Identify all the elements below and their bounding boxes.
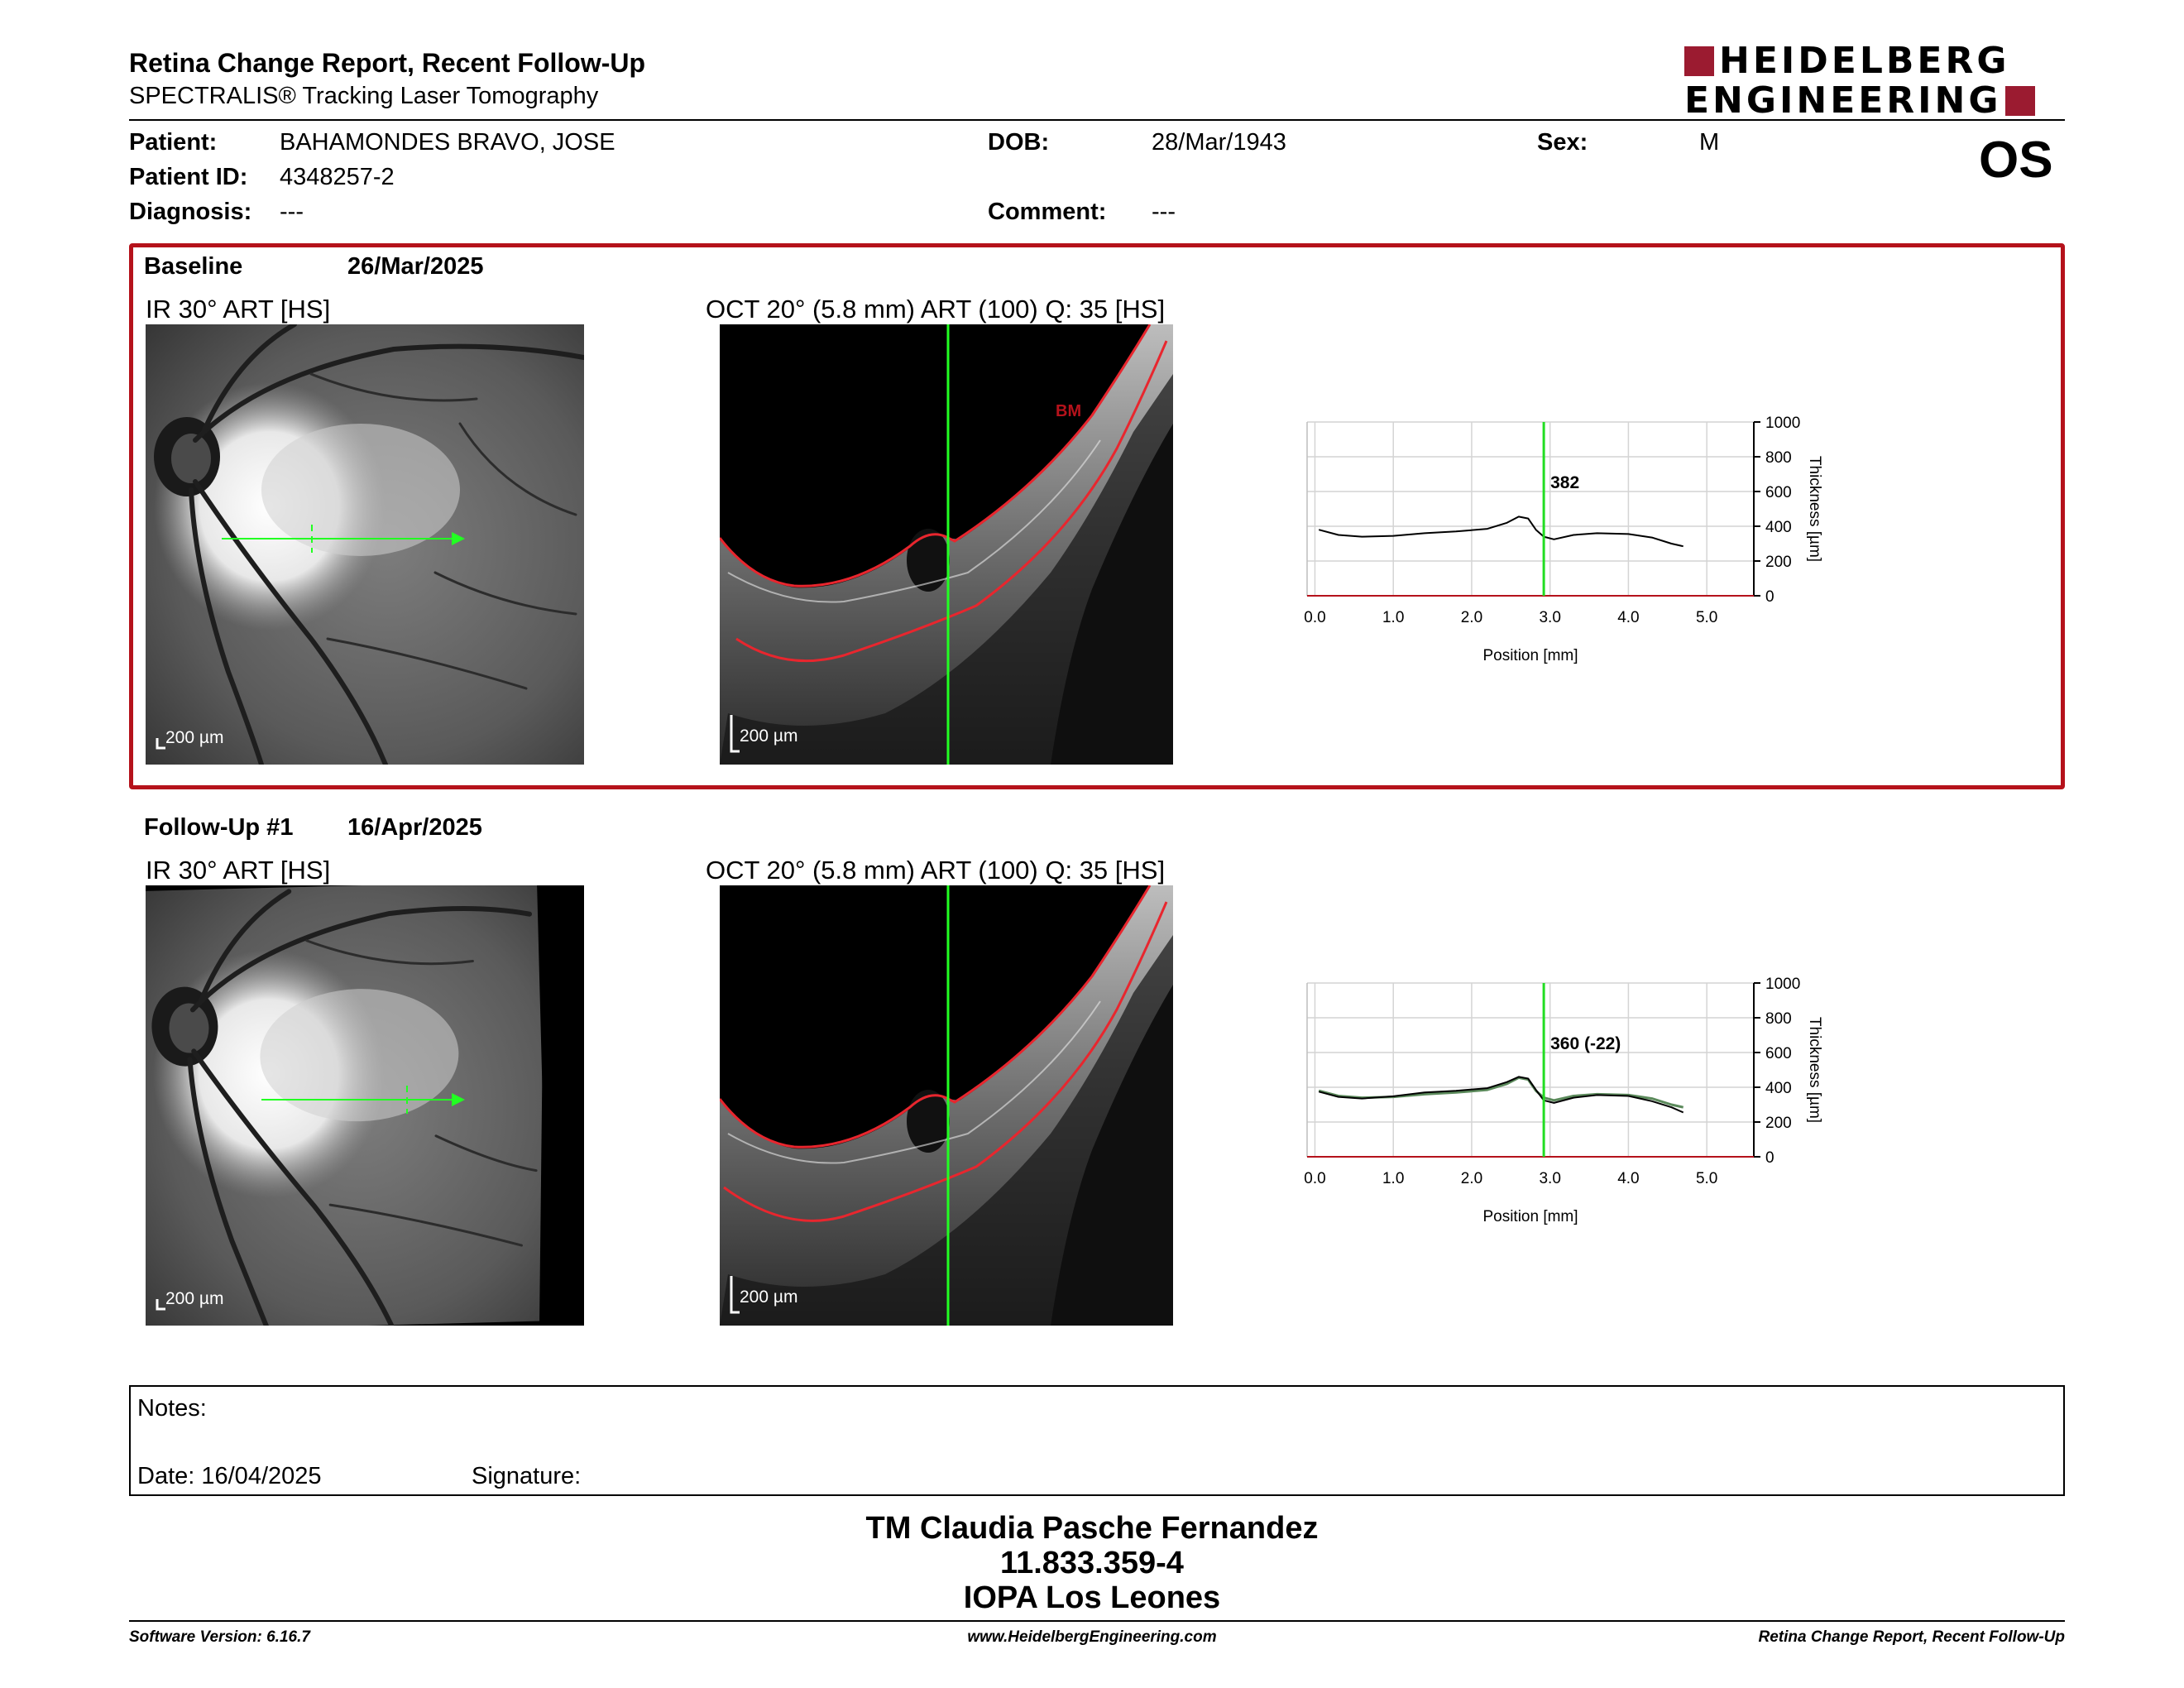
x-tick-label: 5.0 bbox=[1696, 609, 1717, 626]
footer-report-name: Retina Change Report, Recent Follow-Up bbox=[1758, 1628, 2065, 1646]
followup-thickness-chart: 0 200 400 600 800 1000 0.0 1.0 2.0 3.0 4.0 5.0 Posit… bbox=[1304, 976, 1823, 1225]
notes-label: Notes: bbox=[137, 1395, 207, 1422]
patient-label: Patient: bbox=[129, 129, 218, 156]
bm-layer-label: BM bbox=[1056, 402, 1082, 420]
y-axis-label: Thickness [µm] bbox=[1806, 1017, 1823, 1123]
cursor-value-label: 382 bbox=[1550, 473, 1579, 492]
dob-label: DOB: bbox=[988, 129, 1050, 156]
patient-id-label: Patient ID: bbox=[129, 164, 248, 190]
signer-rut: 11.833.359-4 bbox=[1000, 1546, 1184, 1580]
x-tick-label: 4.0 bbox=[1617, 1170, 1639, 1187]
x-tick-label: 1.0 bbox=[1382, 609, 1404, 626]
y-tick-label: 800 bbox=[1765, 1010, 1792, 1028]
x-tick-label: 4.0 bbox=[1617, 609, 1639, 626]
report-subtitle: SPECTRALIS® Tracking Laser Tomography bbox=[129, 83, 599, 109]
signature-label: Signature: bbox=[472, 1463, 582, 1489]
eye-indicator: OS bbox=[1979, 132, 2053, 189]
diagnosis-value: --- bbox=[280, 199, 304, 225]
sex-label: Sex: bbox=[1537, 129, 1588, 156]
followup-date: 16/Apr/2025 bbox=[347, 814, 482, 841]
followup-label: Follow-Up #1 bbox=[144, 814, 294, 841]
x-axis-label: Position [mm] bbox=[1482, 647, 1578, 664]
signer-name: TM Claudia Pasche Fernandez bbox=[865, 1511, 1319, 1546]
chart-grid bbox=[1307, 421, 1754, 597]
heidelberg-logo: HEIDELBERG ENGINEERING bbox=[1684, 41, 2067, 121]
patient-name: BAHAMONDES BRAVO, JOSE bbox=[280, 129, 615, 156]
x-tick-label: 0.0 bbox=[1304, 609, 1325, 626]
y-tick-label: 0 bbox=[1765, 1149, 1774, 1167]
x-tick-label: 3.0 bbox=[1539, 1170, 1560, 1187]
followup-oct-scale: 200 µm bbox=[740, 1288, 798, 1307]
baseline-label: Baseline bbox=[144, 253, 243, 280]
followup-ir-fundus-image: 200 µm bbox=[146, 885, 584, 1326]
baseline-oct-bscan-image: BM 200 µm bbox=[720, 324, 1173, 765]
followup-ir-scale: 200 µm bbox=[165, 1289, 224, 1308]
baseline-ir-scale: 200 µm bbox=[165, 728, 224, 747]
signer-place: IOPA Los Leones bbox=[963, 1580, 1221, 1615]
notes-date: Date: 16/04/2025 bbox=[137, 1463, 322, 1489]
y-tick-label: 800 bbox=[1765, 449, 1792, 467]
y-tick-label: 400 bbox=[1765, 1080, 1792, 1097]
followup-oct-label: OCT 20° (5.8 mm) ART (100) Q: 35 [HS] bbox=[706, 856, 1166, 885]
baseline-ir-fundus-image: 200 µm bbox=[146, 324, 584, 765]
x-tick-label: 3.0 bbox=[1539, 609, 1560, 626]
website-link[interactable]: www.HeidelbergEngineering.com bbox=[967, 1628, 1217, 1646]
logo-line2: ENGINEERING bbox=[1684, 79, 2002, 122]
y-tick-label: 600 bbox=[1765, 484, 1792, 501]
header-divider bbox=[129, 119, 2065, 121]
baseline-ir-label: IR 30° ART [HS] bbox=[146, 295, 331, 324]
logo-square-icon bbox=[2004, 86, 2035, 116]
comment-value: --- bbox=[1152, 199, 1176, 225]
x-axis-label: Position [mm] bbox=[1482, 1208, 1578, 1225]
logo-line1: HEIDELBERG bbox=[1719, 40, 2010, 82]
followup-ir-label: IR 30° ART [HS] bbox=[146, 856, 331, 885]
followup-oct-bscan-image: 200 µm bbox=[720, 885, 1173, 1326]
logo-square-icon bbox=[1684, 46, 1714, 76]
thickness-series-line bbox=[1318, 516, 1684, 548]
sex-value: M bbox=[1699, 129, 1720, 156]
dob-value: 28/Mar/1943 bbox=[1152, 129, 1286, 156]
baseline-thickness-chart: 0 200 400 600 800 1000 0.0 1.0 2.0 3.0 4.0 5.0 Posit… bbox=[1304, 415, 1823, 664]
baseline-oct-label: OCT 20° (5.8 mm) ART (100) Q: 35 [HS] bbox=[706, 295, 1166, 324]
x-tick-label: 1.0 bbox=[1382, 1170, 1404, 1187]
baseline-highlight-box bbox=[129, 243, 2065, 789]
y-tick-label: 1000 bbox=[1765, 415, 1800, 432]
chart-grid bbox=[1307, 982, 1754, 1158]
report-title: Retina Change Report, Recent Follow-Up bbox=[129, 48, 646, 78]
y-tick-label: 600 bbox=[1765, 1045, 1792, 1062]
x-tick-label: 2.0 bbox=[1461, 1170, 1482, 1187]
y-tick-label: 0 bbox=[1765, 588, 1774, 606]
x-tick-label: 0.0 bbox=[1304, 1170, 1325, 1187]
cursor-value-label: 360 (-22) bbox=[1550, 1034, 1621, 1053]
x-tick-label: 5.0 bbox=[1696, 1170, 1717, 1187]
thickness-series-line bbox=[1318, 1076, 1684, 1114]
y-tick-label: 1000 bbox=[1765, 976, 1800, 993]
baseline-date: 26/Mar/2025 bbox=[347, 253, 484, 280]
footer-divider bbox=[129, 1620, 2065, 1622]
comment-label: Comment: bbox=[988, 199, 1107, 225]
notes-box[interactable]: Notes: Date: 16/04/2025 Signature: bbox=[129, 1385, 2065, 1496]
baseline-oct-scale: 200 µm bbox=[740, 727, 798, 746]
y-axis-label: Thickness [µm] bbox=[1806, 456, 1823, 562]
diagnosis-label: Diagnosis: bbox=[129, 199, 252, 225]
patient-id: 4348257-2 bbox=[280, 164, 395, 190]
y-tick-label: 200 bbox=[1765, 1115, 1792, 1132]
y-tick-label: 400 bbox=[1765, 519, 1792, 536]
y-tick-label: 200 bbox=[1765, 554, 1792, 571]
x-tick-label: 2.0 bbox=[1461, 609, 1482, 626]
software-version: Software Version: 6.16.7 bbox=[129, 1628, 310, 1646]
